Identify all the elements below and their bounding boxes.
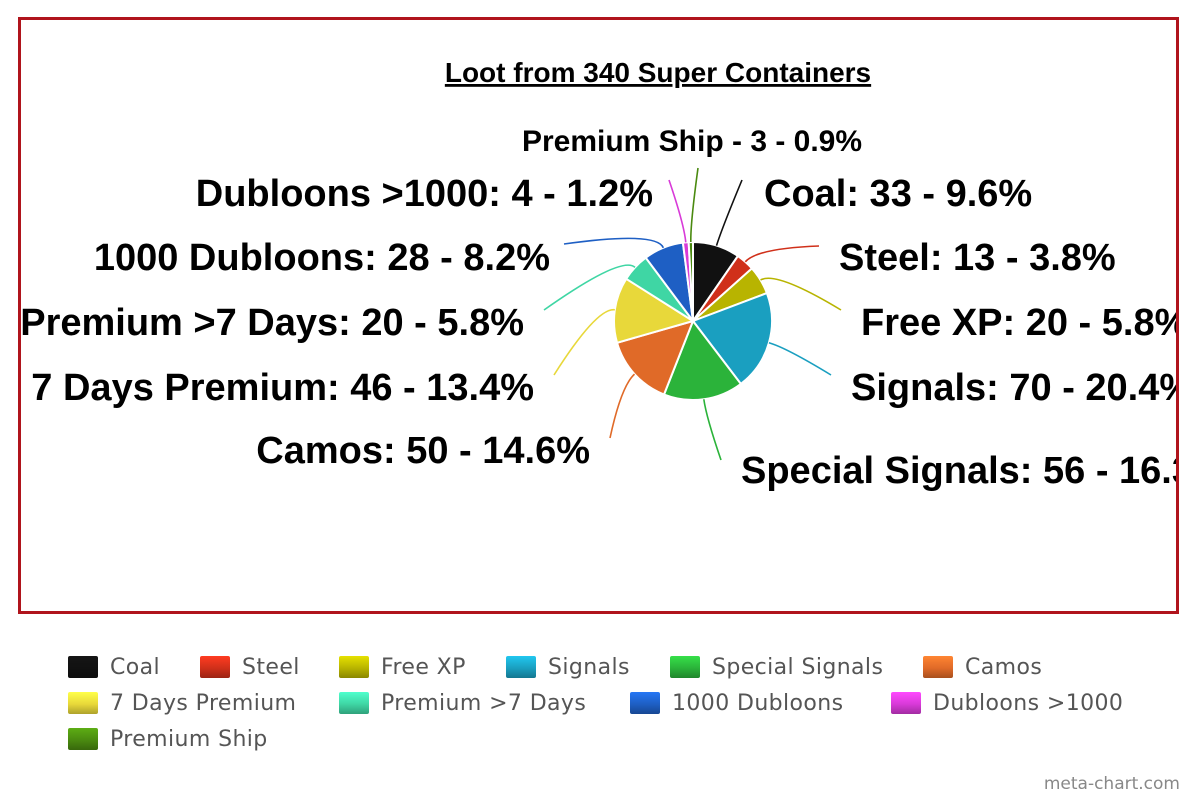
legend-item: Coal (68, 654, 160, 680)
slice-label: 7 Days Premium: 46 - 13.4% (31, 367, 534, 409)
leader-line (760, 277, 842, 311)
legend-label: Signals (548, 654, 630, 680)
legend-label: 7 Days Premium (110, 690, 297, 716)
legend-item: Steel (200, 654, 300, 680)
leader-line (668, 179, 687, 243)
slice-label: Premium Ship - 3 - 0.9% (522, 125, 862, 158)
slice-label: Premium >7 Days: 20 - 5.8% (21, 302, 524, 344)
slice-label: Free XP: 20 - 5.8% (861, 302, 1179, 344)
pie-slices (613, 240, 773, 401)
slice-label: Signals: 70 - 20.4% (851, 367, 1179, 409)
legend-label: Special Signals (712, 654, 884, 680)
legend-swatch (339, 656, 369, 678)
leader-line (563, 237, 665, 249)
legend-swatch (200, 656, 230, 678)
slice-label: Steel: 13 - 3.8% (839, 237, 1116, 279)
leader-line (553, 309, 615, 376)
legend-item: Dubloons >1000 (891, 690, 1123, 716)
legend-item: Camos (923, 654, 1042, 680)
leader-line (768, 342, 832, 376)
chart-frame: Loot from 340 Super Containers Coal: 33 … (18, 17, 1179, 614)
legend-item: Signals (506, 654, 630, 680)
legend-swatch (339, 692, 369, 714)
leader-line (715, 179, 743, 246)
legend-swatch (891, 692, 921, 714)
pie-slice-camos (615, 319, 695, 396)
pie-chart: Loot from 340 Super Containers Coal: 33 … (21, 57, 1179, 492)
legend-item: Free XP (339, 654, 466, 680)
legend-label: Dubloons >1000 (933, 690, 1124, 716)
legend-swatch (670, 656, 700, 678)
slice-label: Camos: 50 - 14.6% (256, 430, 590, 472)
legend-swatch (68, 656, 98, 678)
legend-label: 1000 Dubloons (672, 690, 844, 716)
credit-text: meta-chart.com (1043, 774, 1180, 794)
slice-label: Coal: 33 - 9.6% (764, 173, 1032, 215)
legend-label: Free XP (381, 654, 466, 680)
leader-line (690, 167, 699, 243)
slice-label: 1000 Dubloons: 28 - 8.2% (94, 237, 550, 279)
legend-item: 7 Days Premium (68, 690, 296, 716)
legend-swatch (630, 692, 660, 714)
slice-label: Special Signals: 56 - 16.3% (741, 450, 1179, 492)
legend-label: Premium Ship (110, 726, 268, 752)
legend-item: Premium >7 Days (339, 690, 586, 716)
pie-slice-7-days-premium (613, 277, 696, 345)
legend-swatch (506, 656, 536, 678)
chart-title: Loot from 340 Super Containers (445, 57, 871, 88)
leader-line (744, 245, 820, 263)
legend-label: Coal (110, 654, 161, 680)
leader-line (543, 264, 636, 311)
legend-swatch (68, 692, 98, 714)
leader-lines (543, 167, 842, 461)
legend-item: 1000 Dubloons (630, 690, 843, 716)
leader-line (609, 373, 636, 439)
legend-label: Premium >7 Days (381, 690, 587, 716)
legend-label: Steel (242, 654, 300, 680)
legend-item: Special Signals (670, 654, 883, 680)
pie-slice-special-signals (662, 318, 743, 401)
slice-label: Dubloons >1000: 4 - 1.2% (196, 173, 653, 215)
legend-label: Camos (965, 654, 1043, 680)
legend-item: Premium Ship (68, 726, 268, 752)
legend-swatch (68, 728, 98, 750)
slice-labels: Coal: 33 - 9.6% Steel: 13 - 3.8% Free XP: … (21, 125, 1179, 492)
legend-swatch (923, 656, 953, 678)
leader-line (703, 399, 722, 461)
